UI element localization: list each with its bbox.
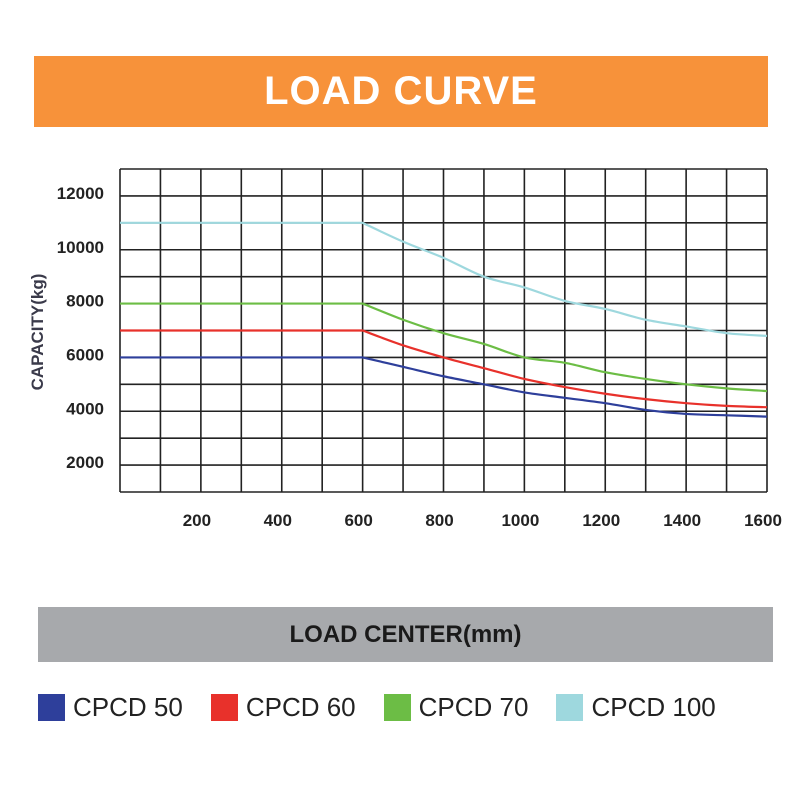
y-tick-label: 10000 xyxy=(57,238,104,257)
legend-label: CPCD 60 xyxy=(245,692,356,722)
x-tick-label: 600 xyxy=(344,511,372,530)
series-line-cpcd-60 xyxy=(120,329,768,409)
y-tick-label: 12000 xyxy=(57,184,104,203)
legend-swatch xyxy=(38,694,65,721)
x-tick-label: 200 xyxy=(183,511,211,530)
chart-title: LOAD CURVE xyxy=(34,56,768,127)
legend-label: CPCD 70 xyxy=(418,692,529,722)
x-tick-label: 1000 xyxy=(501,511,539,530)
legend-item: CPCD 100 xyxy=(556,692,716,723)
series-line-cpcd-50 xyxy=(120,356,768,418)
legend: CPCD 50 CPCD 60 CPCD 70 CPCD 100 xyxy=(38,692,744,723)
x-axis-label: LOAD CENTER(mm) xyxy=(38,607,773,662)
x-tick-label: 800 xyxy=(425,511,453,530)
legend-item: CPCD 60 xyxy=(210,692,356,723)
legend-swatch xyxy=(556,694,584,721)
x-tick-label: 400 xyxy=(264,511,292,530)
y-tick-label: 2000 xyxy=(66,453,104,472)
x-tick-label: 1200 xyxy=(582,511,620,530)
x-tick-label: 1600 xyxy=(744,511,782,530)
legend-swatch xyxy=(383,694,411,721)
y-tick-label: 6000 xyxy=(66,345,104,364)
legend-label: CPCD 50 xyxy=(73,692,183,722)
series-line-cpcd-100 xyxy=(120,221,768,337)
y-axis-label: CAPACITY(kg) xyxy=(28,274,47,391)
legend-label: CPCD 100 xyxy=(591,692,716,722)
y-tick-label: 8000 xyxy=(66,292,104,311)
series-line-cpcd-70 xyxy=(120,302,768,393)
legend-item: CPCD 50 xyxy=(38,692,183,723)
y-tick-label: 4000 xyxy=(66,399,104,418)
legend-swatch xyxy=(210,694,238,721)
legend-item: CPCD 70 xyxy=(383,692,529,723)
x-tick-label: 1400 xyxy=(663,511,701,530)
